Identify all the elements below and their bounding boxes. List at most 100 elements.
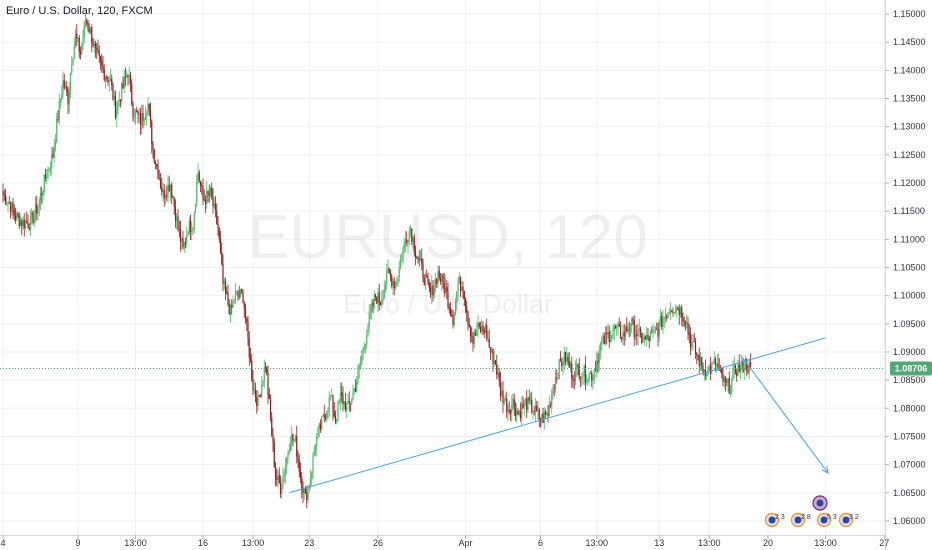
time-tick-label: 6: [538, 538, 543, 548]
candle: [468, 317, 470, 328]
candle: [508, 401, 510, 415]
candle: [522, 395, 524, 410]
candle: [291, 425, 293, 451]
candle: [567, 352, 569, 366]
candle: [401, 252, 403, 263]
time-tick-label: 13:00: [585, 538, 608, 548]
candle: [338, 398, 340, 405]
candle: [158, 169, 160, 181]
candle: [127, 74, 129, 86]
candle: [652, 323, 654, 339]
candle: [618, 317, 620, 327]
candle: [88, 22, 90, 34]
candle: [409, 225, 412, 238]
candle: [184, 237, 187, 249]
candle: [18, 212, 20, 230]
candle: [622, 324, 624, 346]
candle: [694, 337, 697, 359]
candle: [406, 231, 408, 247]
candle: [643, 333, 645, 347]
candle: [218, 226, 220, 243]
candle: [104, 75, 107, 89]
candle: [87, 19, 89, 32]
candle: [276, 468, 278, 487]
price-tick-label: 1.11000: [893, 234, 925, 244]
candle: [77, 36, 79, 42]
candle: [523, 399, 525, 416]
candle: [516, 403, 518, 424]
candle: [724, 375, 727, 392]
candle: [499, 371, 502, 402]
candle: [697, 354, 699, 361]
candle: [512, 393, 514, 411]
candle: [721, 368, 723, 379]
candle: [71, 55, 73, 75]
trend-line[interactable]: [289, 337, 826, 494]
candle: [519, 402, 522, 422]
candle: [749, 353, 752, 370]
candle: [704, 359, 707, 380]
candle: [489, 347, 492, 360]
candle: [482, 321, 484, 336]
candle: [726, 378, 728, 387]
candle: [477, 315, 479, 338]
candle: [518, 409, 520, 417]
candle: [219, 230, 222, 255]
candle: [271, 412, 273, 438]
candle: [419, 250, 422, 262]
candle: [11, 201, 13, 216]
candle: [4, 188, 7, 206]
candle: [651, 326, 653, 334]
candle: [672, 307, 674, 318]
candle: [386, 263, 388, 291]
candle: [716, 363, 718, 373]
candle: [307, 485, 309, 504]
candle: [631, 317, 633, 334]
candle: [427, 272, 429, 286]
candle: [323, 404, 325, 423]
candle: [238, 285, 240, 300]
candle: [39, 186, 42, 210]
candle: [331, 388, 333, 397]
candle: [379, 301, 382, 306]
candle: [342, 386, 344, 412]
price-tick-label: 1.15000: [893, 9, 926, 19]
candle: [293, 438, 295, 443]
candle: [583, 364, 585, 386]
event-badge[interactable]: 5 3: [816, 512, 837, 528]
candle: [124, 67, 127, 87]
candle: [732, 359, 734, 381]
candle: [69, 72, 72, 99]
candle: [176, 212, 178, 230]
candle: [132, 101, 134, 122]
price-axis[interactable]: 1.15000 1.14500 1.14000 1.13500 1.13000 1.125…: [885, 0, 926, 550]
event-badge[interactable]: 2 8: [790, 512, 811, 528]
candle: [92, 37, 94, 48]
candle: [314, 443, 317, 457]
candle: [469, 325, 472, 343]
candle: [546, 411, 548, 416]
candle: [657, 322, 659, 347]
event-badge[interactable]: 3 2: [838, 512, 859, 528]
event-badge[interactable]: 2 3: [764, 512, 785, 528]
price-tick-label: 1.10500: [893, 263, 926, 273]
candle: [327, 407, 329, 420]
candle: [357, 364, 359, 385]
candle: [9, 201, 12, 219]
economic-events[interactable]: 2 3 2 8 5 3 3 2: [764, 495, 859, 528]
candle: [336, 418, 338, 425]
candle: [208, 184, 210, 203]
candle: [676, 304, 678, 318]
time-tick-label: 20: [763, 538, 773, 548]
candle: [621, 336, 623, 343]
chart-title: Euro / U.S. Dollar, 120, FXCM: [6, 5, 153, 17]
candle: [496, 354, 498, 380]
candle: [637, 323, 639, 346]
candle: [133, 108, 135, 124]
candle: [713, 351, 715, 365]
candle: [453, 311, 455, 327]
projection-arrow[interactable]: [740, 354, 829, 474]
time-axis[interactable]: 4 9 13:00 16 13:00 23 26 Apr 6 13:00 13 13:00 20 13:0…: [0, 535, 889, 548]
event-badge-selected[interactable]: [812, 495, 828, 511]
